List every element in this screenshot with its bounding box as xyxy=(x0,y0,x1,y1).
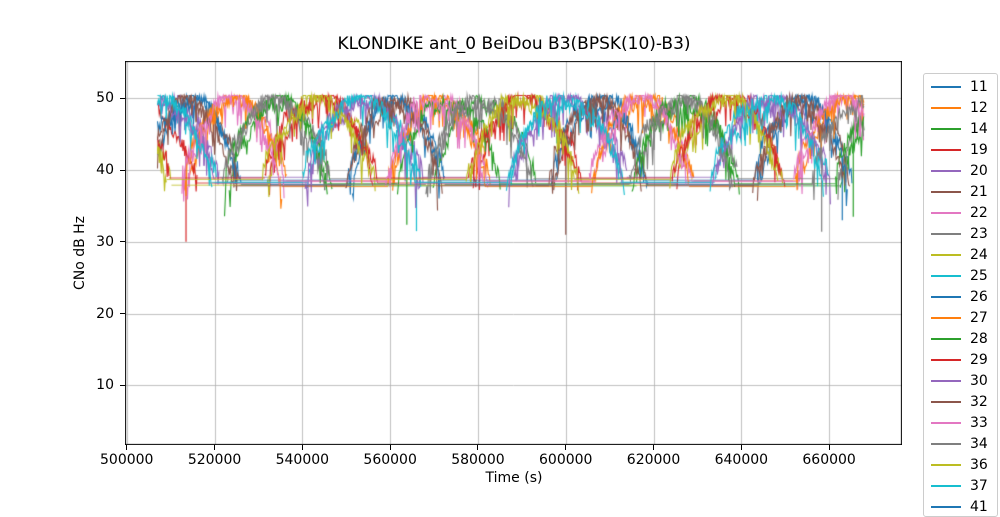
legend-item: 27 xyxy=(924,307,997,328)
legend-item-label: 34 xyxy=(970,435,988,452)
legend-line-sample-icon xyxy=(931,505,961,508)
legend-item-label: 25 xyxy=(970,267,988,284)
legend-line-sample-icon xyxy=(931,295,961,298)
legend-item: 32 xyxy=(924,391,997,412)
x-tick-label: 540000 xyxy=(275,452,330,468)
legend-line-sample-icon xyxy=(931,190,961,193)
x-tick-mark xyxy=(126,445,128,450)
y-tick-mark xyxy=(120,169,125,171)
legend-item-label: 30 xyxy=(970,372,988,389)
x-tick-label: 620000 xyxy=(626,452,681,468)
legend-line-sample-icon xyxy=(931,421,961,424)
x-tick-mark xyxy=(214,445,216,450)
chart-title: KLONDIKE ant_0 BeiDou B3(BPSK(10)-B3) xyxy=(337,34,691,54)
legend-line-sample-icon xyxy=(931,442,961,445)
legend-item-label: 37 xyxy=(970,477,988,494)
legend-line-sample-icon xyxy=(931,169,961,172)
x-tick-label: 500000 xyxy=(100,452,154,468)
figure: KLONDIKE ant_0 BeiDou B3(BPSK(10)-B3) CN… xyxy=(72,34,998,517)
y-tick-mark xyxy=(120,97,125,99)
legend-item-label: 26 xyxy=(970,288,988,305)
legend-item-label: 20 xyxy=(970,162,988,179)
legend-item-label: 36 xyxy=(970,456,988,473)
y-tick-mark xyxy=(120,313,125,315)
legend-item: 24 xyxy=(924,244,997,265)
legend-item-label: 33 xyxy=(970,414,988,431)
legend-item: 21 xyxy=(924,181,997,202)
x-tick-mark xyxy=(389,445,391,450)
legend-item: 33 xyxy=(924,412,997,433)
x-tick-mark xyxy=(828,445,830,450)
legend-item: 29 xyxy=(924,349,997,370)
plot-area xyxy=(125,61,902,445)
legend-item-label: 32 xyxy=(970,393,988,410)
legend-item-label: 11 xyxy=(970,78,988,95)
legend-line-sample-icon xyxy=(931,463,961,466)
legend-item: 26 xyxy=(924,286,997,307)
legend: 11 12 14 19 20 21 22 23 24 25 26 27 28 29 30 32 33 34 36 37… xyxy=(923,73,998,517)
legend-item: 41 xyxy=(924,496,997,516)
y-tick-label: 50 xyxy=(96,90,114,107)
legend-item-label: 14 xyxy=(970,120,988,137)
legend-line-sample-icon xyxy=(931,148,961,151)
y-tick-mark xyxy=(120,384,125,386)
legend-line-sample-icon xyxy=(931,484,961,487)
x-tick-mark xyxy=(740,445,742,450)
legend-item: 19 xyxy=(924,139,997,160)
legend-line-sample-icon xyxy=(931,85,961,88)
x-tick-label: 600000 xyxy=(539,452,593,468)
legend-line-sample-icon xyxy=(931,358,961,361)
legend-item: 14 xyxy=(924,118,997,139)
legend-line-sample-icon xyxy=(931,274,961,277)
legend-line-sample-icon xyxy=(931,253,961,256)
x-tick-label: 560000 xyxy=(363,452,417,468)
x-axis-label: Time (s) xyxy=(485,470,543,486)
x-tick-mark xyxy=(301,445,303,450)
x-tick-label: 580000 xyxy=(451,452,505,468)
legend-item-label: 24 xyxy=(970,246,988,263)
x-tick-mark xyxy=(653,445,655,450)
y-axis-label: CNo dB Hz xyxy=(72,215,88,291)
legend-item-label: 23 xyxy=(970,225,988,242)
legend-item-label: 28 xyxy=(970,330,988,347)
legend-line-sample-icon xyxy=(931,127,961,130)
legend-line-sample-icon xyxy=(931,379,961,382)
legend-item-label: 27 xyxy=(970,309,988,326)
legend-item-label: 41 xyxy=(970,498,988,515)
legend-item: 12 xyxy=(924,97,997,118)
legend-item-label: 29 xyxy=(970,351,988,368)
y-tick-mark xyxy=(120,241,125,243)
x-tick-label: 660000 xyxy=(802,452,856,468)
x-tick-mark xyxy=(477,445,479,450)
y-tick-label: 20 xyxy=(96,305,114,322)
legend-item: 36 xyxy=(924,454,997,475)
x-tick-mark xyxy=(565,445,567,450)
y-tick-label: 10 xyxy=(96,377,114,394)
legend-item: 22 xyxy=(924,202,997,223)
y-tick-label: 30 xyxy=(96,233,114,250)
legend-item: 30 xyxy=(924,370,997,391)
legend-line-sample-icon xyxy=(931,316,961,319)
legend-item: 20 xyxy=(924,160,997,181)
legend-item: 28 xyxy=(924,328,997,349)
legend-item: 25 xyxy=(924,265,997,286)
legend-item: 37 xyxy=(924,475,997,496)
legend-line-sample-icon xyxy=(931,337,961,340)
legend-item-label: 22 xyxy=(970,204,988,221)
legend-item: 34 xyxy=(924,433,997,454)
legend-line-sample-icon xyxy=(931,211,961,214)
legend-item: 11 xyxy=(924,76,997,97)
legend-line-sample-icon xyxy=(931,400,961,403)
legend-line-sample-icon xyxy=(931,106,961,109)
legend-item: 23 xyxy=(924,223,997,244)
legend-item-label: 21 xyxy=(970,183,988,200)
legend-item-label: 19 xyxy=(970,141,988,158)
x-tick-label: 520000 xyxy=(187,452,242,468)
legend-item-label: 12 xyxy=(970,99,988,116)
legend-line-sample-icon xyxy=(931,232,961,235)
x-tick-label: 640000 xyxy=(714,452,769,468)
y-tick-label: 40 xyxy=(96,162,114,179)
